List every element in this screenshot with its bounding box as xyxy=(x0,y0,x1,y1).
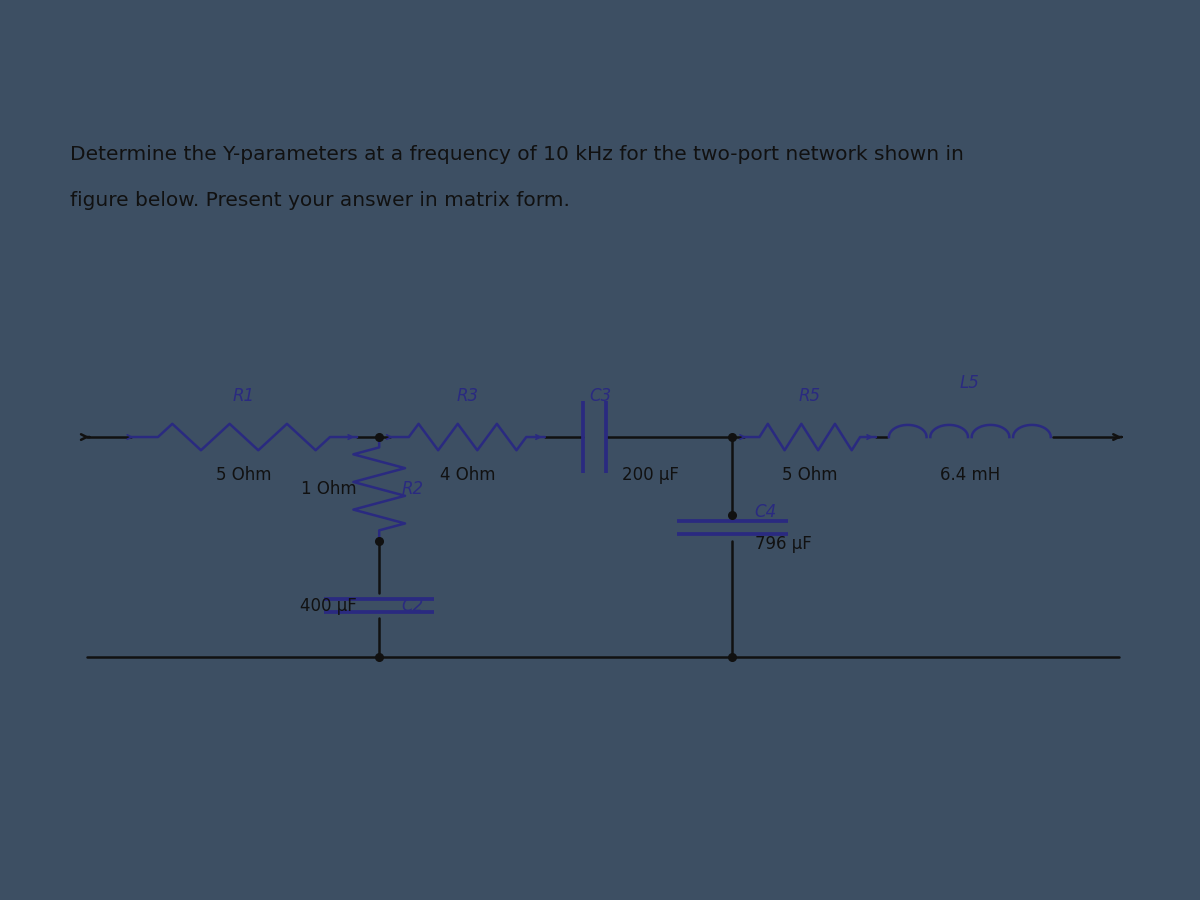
Text: 400 μF: 400 μF xyxy=(300,597,358,615)
Text: R3: R3 xyxy=(456,387,479,405)
Text: Determine the Y-parameters at a frequency of 10 kHz for the two-port network sho: Determine the Y-parameters at a frequenc… xyxy=(70,146,964,165)
Text: R1: R1 xyxy=(233,387,256,405)
Text: C2: C2 xyxy=(401,597,424,615)
Text: C3: C3 xyxy=(589,387,611,405)
Text: figure below. Present your answer in matrix form.: figure below. Present your answer in mat… xyxy=(70,191,570,210)
Text: 5 Ohm: 5 Ohm xyxy=(782,466,838,484)
Text: 200 μF: 200 μF xyxy=(622,466,679,484)
Text: R5: R5 xyxy=(799,387,821,405)
Text: 6.4 mH: 6.4 mH xyxy=(940,466,1000,484)
Text: L5: L5 xyxy=(960,374,979,392)
Text: 796 μF: 796 μF xyxy=(755,535,811,553)
Text: 1 Ohm: 1 Ohm xyxy=(301,480,358,498)
Text: R2: R2 xyxy=(401,480,424,498)
Text: C4: C4 xyxy=(755,502,776,520)
Text: 5 Ohm: 5 Ohm xyxy=(216,466,271,484)
Text: 4 Ohm: 4 Ohm xyxy=(439,466,496,484)
